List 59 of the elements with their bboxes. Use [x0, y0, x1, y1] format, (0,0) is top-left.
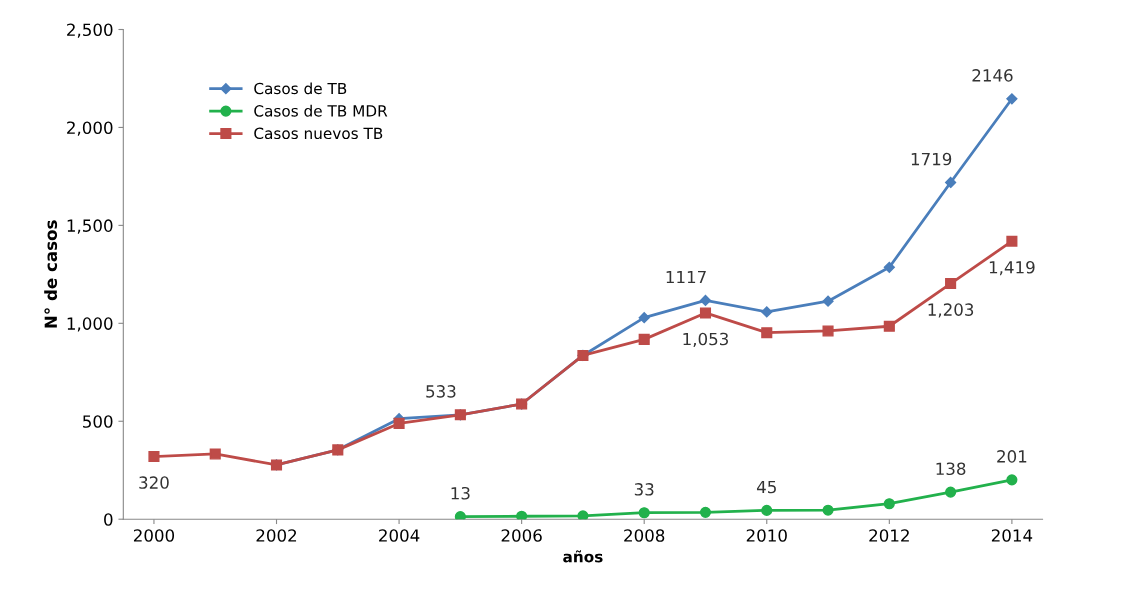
point [638, 507, 650, 519]
x-tick-label: 2008 [624, 529, 665, 542]
y-tick-label: 500 [83, 415, 113, 428]
y-tick-label: 2,500 [67, 23, 113, 38]
point [454, 511, 466, 520]
x-axis-title: años [563, 550, 603, 563]
y-tick-label: 1,000 [67, 317, 113, 332]
point [761, 306, 773, 318]
point [699, 506, 712, 518]
point [761, 327, 773, 339]
data-label: 138 [936, 462, 966, 476]
y-tick-label: 2,000 [67, 121, 113, 136]
data-label: 1719 [911, 152, 952, 166]
point [945, 278, 957, 290]
x-tick-label: 2006 [501, 529, 542, 542]
legend-label: Casos nuevos TB [254, 127, 383, 140]
point [883, 320, 895, 332]
y-tick-label: 1,500 [67, 219, 113, 234]
x-tick-label: 2010 [746, 529, 787, 542]
y-tick-label: 0 [104, 513, 113, 526]
x-tick-label: 2002 [256, 529, 297, 542]
point [945, 486, 957, 498]
point [393, 417, 405, 429]
point [638, 333, 650, 345]
point [761, 504, 773, 516]
x-tick-label: 2014 [991, 529, 1033, 542]
data-label: 1,203 [928, 303, 974, 318]
point [148, 450, 160, 463]
data-label: 2146 [972, 69, 1013, 82]
y-axis-title: N° de casos [44, 220, 58, 328]
data-label: 1117 [666, 270, 706, 284]
data-label: 201 [997, 450, 1027, 463]
legend-label: Casos de TB [254, 82, 347, 95]
legend-label: Casos de TB MDR [254, 104, 388, 117]
point [209, 448, 221, 460]
point [1006, 235, 1018, 247]
point [822, 295, 834, 307]
point [945, 176, 957, 189]
point [699, 307, 712, 319]
x-tick-label: 2004 [379, 529, 420, 542]
data-label: 1,419 [989, 260, 1035, 276]
point [638, 312, 650, 324]
point [822, 504, 834, 516]
point [883, 261, 895, 273]
data-label: 33 [634, 483, 654, 496]
data-label: 320 [139, 476, 169, 489]
point [883, 498, 895, 510]
point [577, 510, 589, 520]
data-label: 533 [426, 385, 456, 398]
point [822, 325, 834, 337]
point [1006, 474, 1018, 486]
data-label: 45 [756, 480, 776, 494]
data-label: 13 [451, 486, 470, 500]
data-label: 1,053 [683, 332, 728, 347]
point [699, 294, 712, 307]
point [1006, 93, 1018, 105]
x-tick-label: 2012 [869, 529, 909, 542]
x-tick-label: 2000 [133, 529, 175, 542]
point [516, 510, 528, 520]
